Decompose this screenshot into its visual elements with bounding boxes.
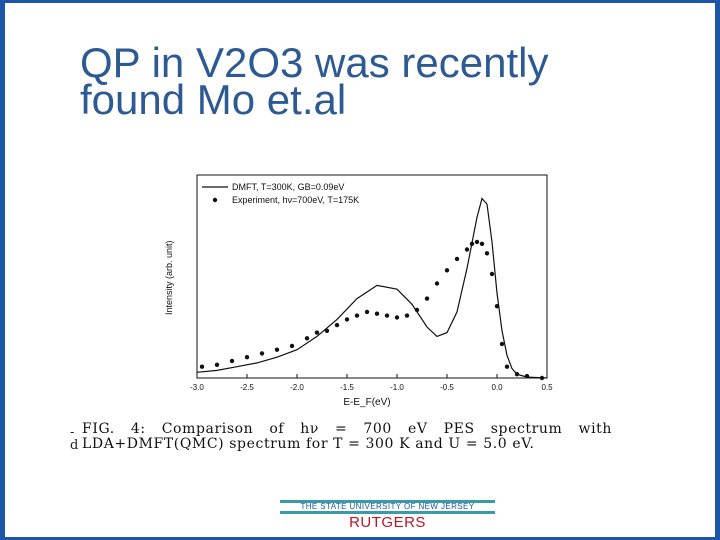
experiment-data-point [464, 247, 470, 252]
experiment-data-point [454, 256, 460, 262]
experiment-data-point [479, 241, 485, 246]
legend-label-dmft: DMFT, T=300K, GB=0.09eV [232, 182, 344, 192]
experiment-data-point [504, 364, 510, 369]
experiment-data-point [244, 355, 250, 360]
experiment-data-point [444, 268, 450, 273]
legend: DMFT, T=300K, GB=0.09eV Experiment, hν=7… [202, 182, 359, 205]
experiment-data-point [424, 296, 430, 301]
experiment-data-point [214, 362, 220, 367]
university-footer: THE STATE UNIVERSITY OF NEW JERSEY RUTGE… [280, 500, 495, 536]
experiment-data-point [394, 315, 400, 320]
experiment-data-point [489, 271, 495, 277]
series-dmft-line [196, 197, 548, 379]
experiment-data-point [414, 307, 420, 313]
x-tick-label: 0.0 [491, 383, 503, 392]
experiment-data-point [354, 313, 360, 318]
experiment-data-point [474, 239, 480, 245]
title-line-1: QP in V2O3 was recently [80, 39, 549, 86]
y-axis-label: Intensity (arb. unit) [164, 240, 174, 315]
experiment-data-point [289, 343, 295, 349]
experiment-data-point [364, 309, 370, 315]
experiment-data-point [469, 241, 475, 246]
legend-label-experiment: Experiment, hν=700eV, T=175K [232, 195, 359, 205]
experiment-data-point [384, 313, 390, 318]
experiment-data-point [344, 317, 350, 322]
x-axis-ticks [196, 374, 548, 378]
legend-marker-swatch [212, 197, 218, 203]
x-tick-label: -2.0 [290, 383, 304, 392]
experiment-data-point [229, 358, 235, 364]
x-tick-label: 0.5 [541, 383, 553, 392]
experiment-data-point [514, 372, 520, 377]
x-tick-label: -1.5 [340, 383, 354, 392]
experiment-data-point [484, 251, 490, 256]
slide-title: QP in V2O3 was recently found Mo et.al [80, 39, 700, 123]
experiment-data-point [304, 336, 310, 341]
series-experiment-markers [199, 239, 545, 381]
experiment-data-point [324, 328, 330, 333]
x-tick-label: -0.5 [440, 383, 454, 392]
university-text: THE STATE UNIVERSITY OF NEW JERSEY [300, 502, 475, 511]
experiment-data-point [494, 304, 500, 309]
experiment-data-point [199, 364, 205, 369]
margin-mark-1: - [70, 425, 75, 440]
margin-mark-2: d [70, 438, 79, 453]
experiment-data-point [334, 322, 340, 328]
title-line-2: found Mo et.al [80, 76, 347, 123]
x-tick-label: -2.5 [240, 383, 254, 392]
experiment-data-point [404, 313, 410, 318]
pes-spectrum-figure: -3.0 -2.5 -2.0 -1.5 -1.0 -0.5 0.0 0.5 DMFT, T=3… [150, 165, 560, 410]
experiment-data-point [374, 311, 380, 316]
experiment-data-point [259, 351, 265, 356]
footer-bar-top [280, 500, 495, 503]
experiment-data-point [539, 375, 545, 381]
spectrum-chart: -3.0 -2.5 -2.0 -1.5 -1.0 -0.5 0.0 0.5 DMFT, T=3… [164, 174, 553, 408]
x-axis-label: E-E_F(eV) [343, 397, 390, 408]
experiment-data-point [314, 330, 320, 335]
rutgers-brand: RUTGERS [349, 514, 426, 531]
footer-bar-bottom [280, 511, 495, 514]
experiment-data-point [274, 347, 280, 352]
figure-caption: FIG. 4: Comparison of hν = 700 eV PES sp… [82, 421, 612, 452]
plot-area [196, 174, 548, 379]
x-axis-tick-labels: -3.0 -2.5 -2.0 -1.5 -1.0 -0.5 0.0 0.5 [190, 383, 553, 392]
experiment-data-point [524, 373, 530, 379]
x-tick-label: -3.0 [190, 383, 204, 392]
experiment-data-point [499, 341, 505, 347]
experiment-data-point [434, 281, 440, 286]
x-tick-label: -1.0 [390, 383, 404, 392]
